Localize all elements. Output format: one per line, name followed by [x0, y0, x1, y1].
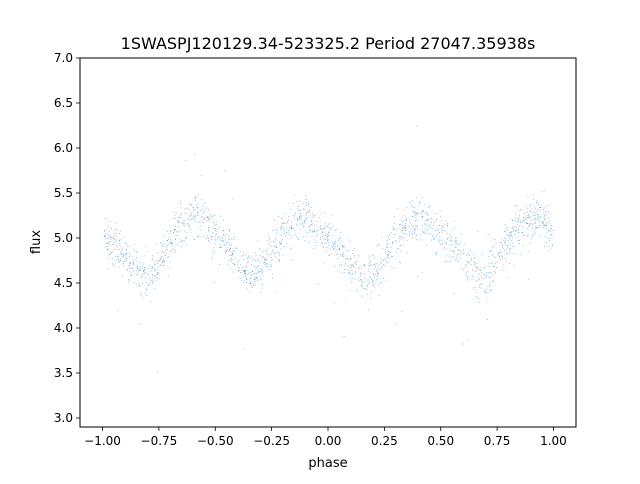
y-axis-label: flux [29, 230, 44, 254]
y-tick-label: 4.0 [54, 321, 73, 335]
data-points [103, 125, 554, 373]
scatter-points [103, 125, 554, 373]
y-tick-label: 6.0 [54, 141, 73, 155]
x-tick-label: −0.75 [141, 434, 178, 448]
y-tick-label: 5.0 [54, 231, 73, 245]
chart-title: 1SWASPJ120129.34-523325.2 Period 27047.3… [121, 34, 536, 53]
x-tick-label: 0.50 [427, 434, 454, 448]
x-axis-label: phase [308, 456, 347, 471]
x-tick-label: 0.00 [315, 434, 342, 448]
x-tick-label: −0.50 [197, 434, 234, 448]
x-tick-label: −1.00 [84, 434, 121, 448]
plot-frame [79, 57, 577, 428]
x-tick-label: 1.00 [540, 434, 567, 448]
x-tick-label: 0.75 [484, 434, 511, 448]
y-tick-label: 5.5 [54, 186, 73, 200]
y-tick-label: 3.0 [54, 411, 73, 425]
x-tick-label: 0.25 [371, 434, 398, 448]
axes-group: −1.00 −0.75 −0.50 −0.25 0.00 0.25 0.50 0.75 1.00… [54, 51, 567, 448]
y-tick-label: 7.0 [54, 51, 73, 65]
x-tick-label: −0.25 [253, 434, 290, 448]
y-tick-label: 3.5 [54, 366, 73, 380]
y-tick-label: 4.5 [54, 276, 73, 290]
y-tick-label: 6.5 [54, 96, 73, 110]
